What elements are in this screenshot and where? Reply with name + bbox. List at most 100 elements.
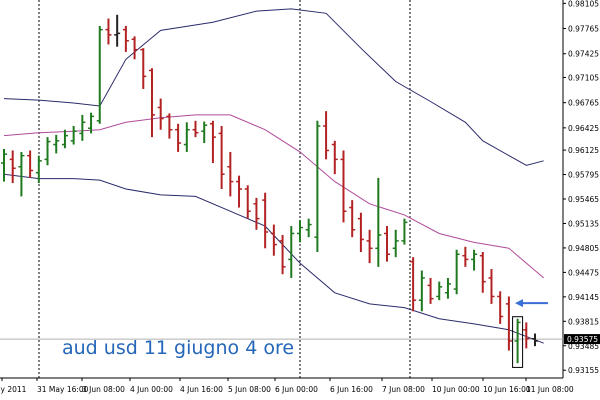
y-tick-label: 0.95465 xyxy=(568,195,599,204)
y-tick-label: 0.94475 xyxy=(568,268,599,277)
time-axis: 31 May 2011 31 May 16:003 Jun 08:00 4 Jun … xyxy=(0,378,574,394)
ohlc-bar xyxy=(209,120,216,164)
chart-overlay xyxy=(512,299,548,368)
upper-band-line xyxy=(3,8,544,166)
x-tick-label: 4 Jun 16:00 xyxy=(180,385,223,394)
x-tick-label: 31 May 2011 xyxy=(0,385,27,394)
y-tick-label: 0.96425 xyxy=(568,124,599,133)
ohlc-bar xyxy=(175,123,182,152)
ohlc-bar xyxy=(201,121,208,144)
ohlc-bar xyxy=(340,150,347,223)
ohlc-bar xyxy=(444,277,451,299)
ohlc-bar xyxy=(79,114,86,141)
y-tick-label: 0.94145 xyxy=(568,293,599,302)
ohlc-bar xyxy=(61,129,68,149)
ohlc-bar xyxy=(323,111,330,160)
x-tick-label: 4 Jun 00:00 xyxy=(130,385,173,394)
y-tick-label: 0.97105 xyxy=(568,73,599,82)
ohlc-bar xyxy=(505,296,512,351)
ohlc-bar xyxy=(366,229,373,264)
y-tick-label: 0.94805 xyxy=(568,244,599,253)
y-tick-label: 0.93815 xyxy=(568,317,599,326)
ohlc-bar xyxy=(288,226,295,278)
y-tick-label: 0.96125 xyxy=(568,146,599,155)
ohlc-bar xyxy=(523,322,530,349)
ohlc-bar xyxy=(236,175,243,208)
lower-band-line xyxy=(3,173,544,344)
highlight-box xyxy=(512,316,524,368)
x-tick-label: 31 May 16:00 xyxy=(37,385,89,394)
ohlc-bar xyxy=(218,126,225,189)
x-tick-label: 5 Jun 08:00 xyxy=(228,385,271,394)
ohlc-bar xyxy=(488,269,495,304)
ohlc-bar xyxy=(148,68,155,138)
ohlc-bar xyxy=(357,212,364,252)
ohlc-bar xyxy=(471,249,478,271)
ohlc-bar xyxy=(244,185,251,219)
chart-grid xyxy=(0,0,564,379)
y-tick-label: 0.96765 xyxy=(568,99,599,108)
ohlc-bar xyxy=(96,25,103,124)
ohlc-bar xyxy=(131,36,138,60)
ohlc-bar xyxy=(401,218,408,245)
y-tick-label: 0.95135 xyxy=(568,219,599,228)
ohlc-bar xyxy=(9,150,16,184)
ohlc-bar xyxy=(331,140,338,175)
ohlc-bar xyxy=(436,281,443,301)
ohlc-bar xyxy=(140,48,147,89)
ohlc-bar xyxy=(88,112,95,134)
ohlc-bar xyxy=(305,218,312,238)
y-tick-label: 0.97425 xyxy=(568,50,599,59)
current-price-tag xyxy=(564,334,600,345)
ohlc-bar xyxy=(18,151,25,197)
ohlc-bar xyxy=(44,137,51,166)
price-bars xyxy=(1,14,538,364)
x-tick-label: 10 Jun 00:00 xyxy=(432,385,480,394)
bollinger-bands xyxy=(3,8,545,344)
y-tick-label: 0.93485 xyxy=(568,342,599,351)
ohlc-bar xyxy=(157,98,164,130)
ohlc-bar xyxy=(349,200,356,238)
ohlc-bar xyxy=(53,134,60,154)
ohlc-bar xyxy=(296,220,303,243)
ohlc-bar xyxy=(384,226,391,262)
ohlc-bar xyxy=(375,177,382,267)
ohlc-bar xyxy=(1,148,7,182)
ohlc-bar xyxy=(270,224,277,256)
ohlc-bar xyxy=(166,113,173,139)
ohlc-bar xyxy=(279,234,286,275)
ohlc-bar xyxy=(27,150,34,178)
ohlc-bar xyxy=(192,120,199,138)
ohlc-bar xyxy=(532,333,538,347)
ohlc-bar xyxy=(427,277,434,304)
y-tick-label: 0.97765 xyxy=(568,25,599,34)
price-axis: 0.98105 0.97765 0.97425 0.97105 0.96765 0.964… xyxy=(563,0,600,375)
ohlc-bar xyxy=(253,197,260,230)
x-tick-label: 11 Jun 08:00 xyxy=(526,385,574,394)
arrow-head xyxy=(515,299,523,308)
ohlc-bar xyxy=(462,246,469,267)
ohlc-bar xyxy=(70,126,77,145)
ohlc-bar xyxy=(514,318,521,364)
current-price-label: 0.93575 xyxy=(567,335,598,344)
ohlc-bar xyxy=(227,151,234,197)
x-tick-label: 3 Jun 08:00 xyxy=(82,385,125,394)
ohlc-bar xyxy=(105,18,112,45)
x-tick-label: 6 Jun 16:00 xyxy=(330,385,373,394)
ohlc-bar xyxy=(114,14,121,47)
ohlc-bar xyxy=(410,257,417,312)
ohlc-bar xyxy=(418,270,425,312)
ohlc-bar xyxy=(479,252,486,293)
x-tick-label: 6 Jun 00:00 xyxy=(275,385,318,394)
ohlc-bar xyxy=(262,192,269,249)
y-tick-label: 0.95795 xyxy=(568,171,599,180)
ohlc-bar xyxy=(183,122,190,152)
x-tick-label: 10 Jun 16:00 xyxy=(483,385,531,394)
ohlc-bar xyxy=(314,120,321,252)
y-tick-label: 0.98105 xyxy=(568,0,599,8)
ohlc-bar xyxy=(392,229,399,258)
ohlc-bar xyxy=(35,155,42,184)
ohlc-bar xyxy=(497,291,504,324)
ohlc-bar xyxy=(122,25,129,52)
